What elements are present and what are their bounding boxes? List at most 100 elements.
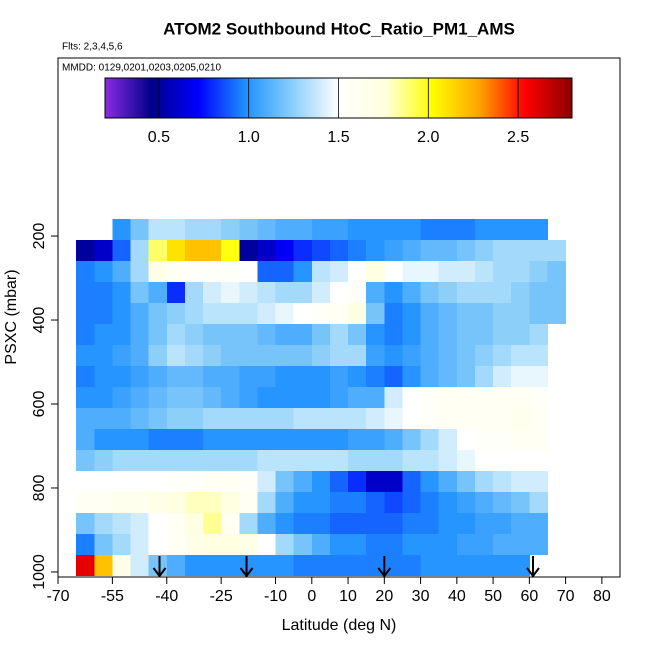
heat-cell: [493, 492, 512, 514]
heat-cell: [275, 324, 295, 346]
heat-cell: [384, 471, 403, 493]
heat-cell: [402, 513, 422, 535]
heat-cell: [420, 261, 440, 283]
heat-cell: [511, 408, 530, 430]
heat-cell: [420, 345, 440, 367]
heat-cell: [94, 555, 113, 577]
heat-cell: [384, 261, 403, 283]
heat-cell: [438, 429, 458, 451]
heat-cell: [529, 408, 548, 430]
heat-cell: [221, 513, 240, 535]
heat-cell: [511, 282, 530, 304]
colorbar-tick-label: 1.5: [327, 129, 349, 146]
x-tick-label: -25: [210, 588, 233, 605]
heat-cell: [329, 345, 349, 367]
x-tick-label: -10: [264, 588, 287, 605]
heat-cell: [456, 408, 476, 430]
heat-cell: [456, 282, 476, 304]
heat-cell: [456, 555, 476, 577]
heat-cell: [529, 219, 548, 241]
heat-cell: [221, 324, 240, 346]
heat-cell: [94, 387, 113, 409]
heat-cell: [112, 408, 132, 430]
heat-cell: [329, 555, 349, 577]
heat-cell: [293, 282, 313, 304]
heat-cell: [366, 240, 385, 262]
heat-cell: [203, 282, 222, 304]
heat-cell: [329, 282, 349, 304]
heat-cell: [438, 471, 458, 493]
heat-cell: [384, 219, 403, 241]
heat-cell: [257, 534, 277, 556]
heat-cell: [511, 261, 530, 283]
heat-cell: [311, 324, 331, 346]
heat-cell: [275, 471, 295, 493]
heat-cell: [474, 282, 494, 304]
heat-cell: [529, 534, 548, 556]
heat-cell: [420, 555, 440, 577]
heat-cell: [203, 219, 222, 241]
heat-cell: [221, 387, 240, 409]
heat-cell: [366, 471, 385, 493]
heat-cell: [148, 450, 168, 472]
heat-cell: [166, 219, 186, 241]
heat-cell: [112, 240, 132, 262]
y-tick-label: 600: [31, 391, 48, 418]
y-axis-label: PSXC (mbar): [3, 269, 20, 364]
heat-cell: [329, 303, 349, 325]
heat-cell: [148, 366, 168, 388]
heat-cell: [94, 513, 113, 535]
heat-cell: [112, 282, 132, 304]
heat-cell: [203, 408, 222, 430]
heat-cell: [366, 345, 385, 367]
y-tick-label: 400: [31, 307, 48, 334]
heat-cell: [366, 450, 385, 472]
heat-cell: [511, 492, 530, 514]
heat-cell: [329, 387, 349, 409]
heat-cell: [384, 366, 403, 388]
heat-cell: [148, 324, 168, 346]
heat-cell: [474, 471, 494, 493]
heat-cell: [221, 492, 240, 514]
heat-cell: [329, 450, 349, 472]
heat-cell: [184, 471, 204, 493]
heat-cell: [203, 534, 222, 556]
heat-cell: [112, 492, 132, 514]
heat-cell: [329, 534, 349, 556]
heat-cell: [547, 240, 567, 262]
heat-cell: [239, 492, 258, 514]
heat-cell: [493, 282, 512, 304]
heat-cell: [348, 492, 367, 514]
heat-cell: [438, 282, 458, 304]
heat-cell: [76, 492, 95, 514]
heat-cell: [293, 450, 313, 472]
heat-cell: [148, 219, 168, 241]
heat-cell: [329, 429, 349, 451]
heat-cell: [76, 345, 95, 367]
heat-cell: [76, 366, 95, 388]
heat-cell: [529, 471, 548, 493]
heat-cell: [420, 219, 440, 241]
heat-cell: [257, 345, 277, 367]
heat-cell: [293, 387, 313, 409]
heat-cell: [166, 471, 186, 493]
heat-cell: [184, 240, 204, 262]
heat-cell: [221, 408, 240, 430]
heat-cell: [275, 240, 295, 262]
heat-cell: [547, 303, 567, 325]
heat-cell: [456, 261, 476, 283]
heat-cell: [311, 429, 331, 451]
heat-cell: [221, 429, 240, 451]
heat-cell: [420, 366, 440, 388]
heat-cell: [184, 513, 204, 535]
heat-cell: [493, 324, 512, 346]
heat-cell: [94, 345, 113, 367]
heat-cell: [148, 471, 168, 493]
heat-cell: [366, 261, 385, 283]
heat-cell: [474, 429, 494, 451]
heat-cell: [94, 408, 113, 430]
heat-cell: [257, 555, 277, 577]
heat-cell: [474, 303, 494, 325]
axes: -70 -55 -40 -25 -10 0 10 20 30 40 50 60 70 80 200 400 60…: [31, 57, 621, 605]
heat-cell: [329, 471, 349, 493]
